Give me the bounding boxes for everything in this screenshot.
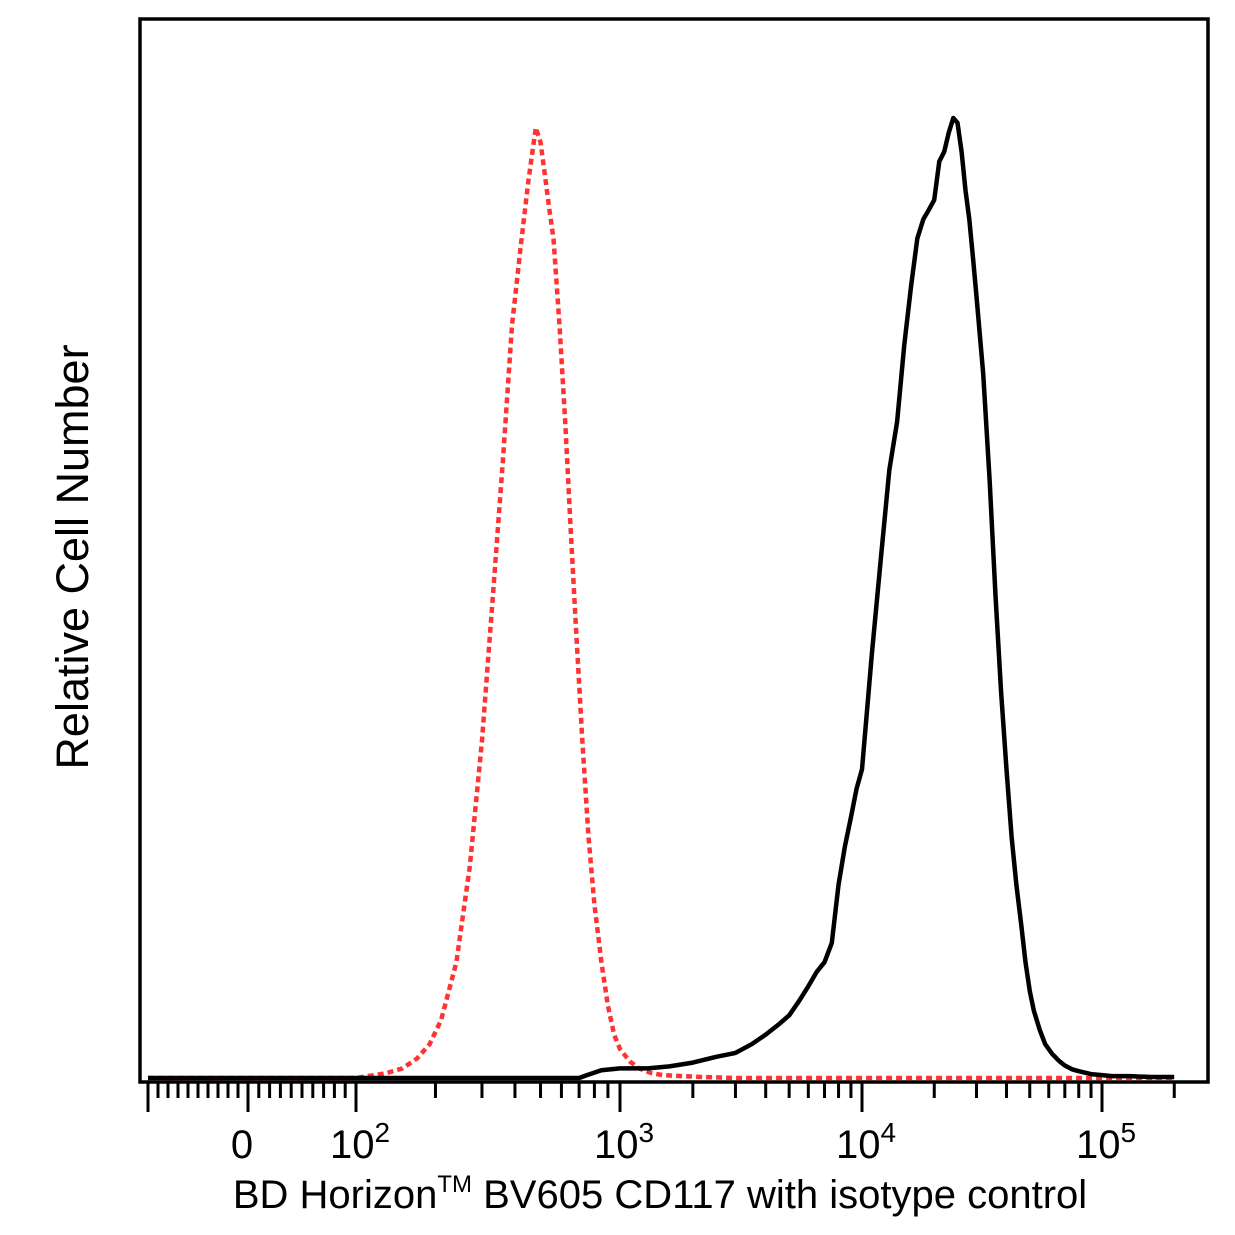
cd117-line [148, 115, 1175, 1081]
x-tick-label-base: 10 [330, 1123, 375, 1167]
x-tick-label-base: 10 [594, 1123, 639, 1167]
x-axis-title-main: BD Horizon [233, 1173, 438, 1217]
x-tick-label-exponent: 4 [881, 1117, 897, 1148]
isotype-control-line [148, 125, 1175, 1081]
x-tick-label-exponent: 3 [639, 1117, 655, 1148]
x-tick-label-base: 10 [1076, 1123, 1121, 1167]
x-axis-tick-labels: 0 102 103 104 105 [231, 1117, 1136, 1167]
x-tick-label: 102 [330, 1117, 390, 1167]
x-axis-title-tm: TM [437, 1171, 472, 1198]
x-tick-label: 104 [836, 1117, 896, 1167]
y-axis-title: Relative Cell Number [47, 344, 98, 769]
x-tick-label: 103 [594, 1117, 654, 1167]
series-layer [148, 115, 1175, 1081]
x-axis-title: BD HorizonTM BV605 CD117 with isotype co… [233, 1171, 1087, 1217]
x-axis-title-rest: BV605 CD117 with isotype control [472, 1173, 1087, 1217]
plot-frame [138, 17, 1210, 1084]
x-tick-label-base: 10 [836, 1123, 881, 1167]
x-tick-label: 0 [231, 1123, 253, 1167]
x-axis-ticks [146, 1082, 1176, 1112]
x-tick-label-exponent: 2 [375, 1117, 391, 1148]
x-tick-label: 105 [1076, 1117, 1136, 1167]
x-tick-label-exponent: 5 [1121, 1117, 1137, 1148]
